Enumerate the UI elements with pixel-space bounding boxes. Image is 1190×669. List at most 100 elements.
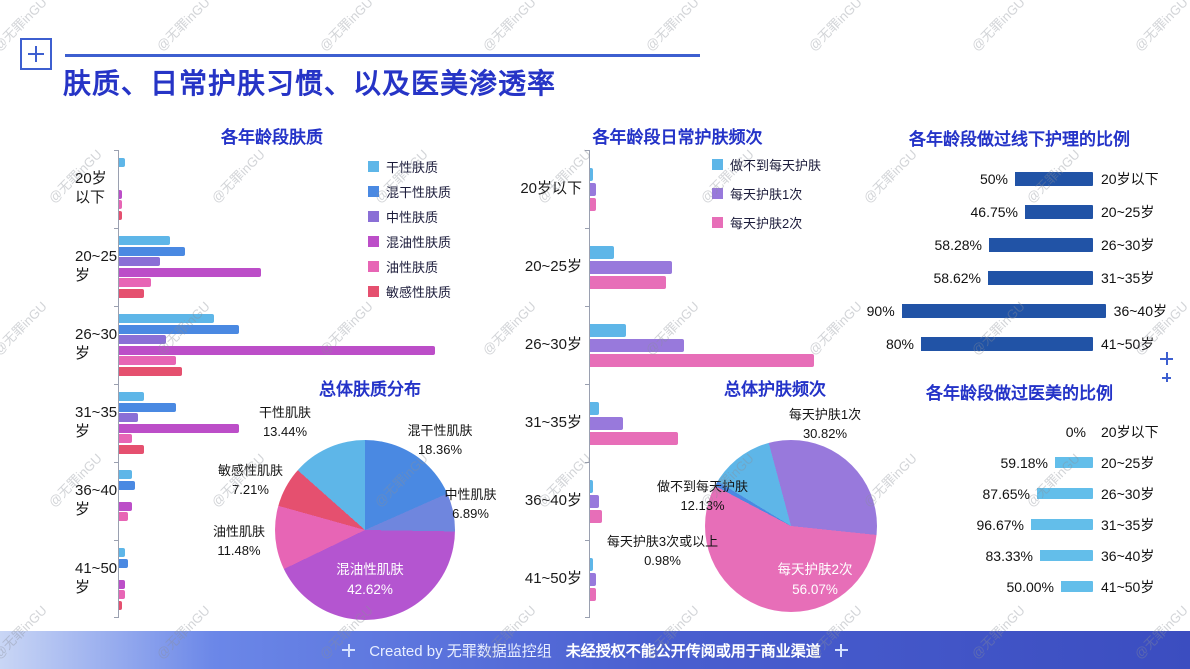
slice-pct: 7.21% <box>232 481 269 497</box>
legend-item: 每天护肤2次 <box>712 214 821 231</box>
bar-group <box>114 462 482 540</box>
watermark: @无罪inGU <box>0 298 50 358</box>
bar <box>1040 550 1093 561</box>
plus-icon <box>1162 373 1171 382</box>
bar-segment <box>590 338 684 352</box>
legend-label: 干性肤质 <box>386 159 439 175</box>
value-label: 83.33% <box>985 547 1033 564</box>
value-label: 96.67% <box>976 516 1024 533</box>
bar-segment <box>119 278 151 288</box>
legend-label: 每天护肤1次 <box>730 186 803 202</box>
legend-item: 混油性肤质 <box>368 233 451 250</box>
bar-segment <box>590 182 597 196</box>
legend-item: 油性肤质 <box>368 258 451 275</box>
bar-segment <box>590 557 594 571</box>
plus-icon <box>834 643 848 657</box>
watermark: @无罪inGU <box>968 0 1028 54</box>
legend-item: 混干性肤质 <box>368 183 452 200</box>
legend-swatch <box>368 210 379 222</box>
bar-group <box>585 228 850 306</box>
stat-row: 50.00% 41~50岁 <box>872 571 1167 602</box>
bar-group <box>114 306 482 384</box>
bar-segment <box>119 366 183 376</box>
bar <box>1061 581 1093 592</box>
bar-segment <box>590 431 678 445</box>
legend-label: 混干性肤质 <box>386 184 452 200</box>
bar-segment <box>119 257 161 267</box>
chart-skincare-frequency-by-age: 各年龄段日常护肤频次 20岁以下 20~25岁 26~30岁 31~35岁 36~40岁… <box>505 126 850 618</box>
axis-category-label: 20~25岁 <box>524 257 582 275</box>
slice-name: 每天护肤3次或以上 <box>606 534 719 549</box>
bar-group <box>114 384 482 462</box>
axis-category-label: 31~35岁 <box>75 404 118 440</box>
chart-skin-types-by-age: 各年龄段肤质 20岁以下 20~25岁 26~30岁 31~35岁 36~40岁 41~5… <box>62 126 482 618</box>
pie-label: 中性肌肤 6.89% <box>428 486 513 524</box>
bar-segment <box>119 314 214 324</box>
chart-title: 各年龄段日常护肤频次 <box>592 128 763 147</box>
age-label: 36~40岁 <box>1101 547 1155 564</box>
chart-title: 总体护肤频次 <box>724 380 826 399</box>
bar-group <box>585 384 850 462</box>
bar-segment <box>590 401 600 415</box>
bar-segment <box>119 236 170 246</box>
age-label: 36~40岁 <box>1113 302 1167 319</box>
slice-name: 干性肌肤 <box>258 405 311 420</box>
bar <box>901 303 1106 318</box>
pie-label: 敏感性肌肤 7.21% <box>208 462 293 500</box>
watermark: @无罪inGU <box>1186 450 1190 510</box>
legend: 做不到每天护肤 每天护肤1次 每天护肤2次 <box>712 156 821 243</box>
stat-row: 96.67% 31~35岁 <box>872 509 1167 540</box>
bar-segment <box>119 548 126 558</box>
chart-title: 各年龄段肤质 <box>221 128 323 147</box>
plus-icon <box>342 643 356 657</box>
slice-name: 每天护肤1次 <box>788 407 862 422</box>
bar-segment <box>590 167 594 181</box>
slice-pct: 18.36% <box>417 441 463 457</box>
stat-rows: 0% 20岁以下 59.18% 20~25岁 87.65% 26~30岁 96.67% 31~… <box>872 416 1167 602</box>
value-label: 90% <box>866 302 895 319</box>
stat-row: 90% 36~40岁 <box>867 294 1167 327</box>
bar-group <box>585 540 850 618</box>
watermark: @无罪inGU <box>479 0 539 54</box>
bar-segment <box>119 470 132 480</box>
bar-segment <box>119 246 186 256</box>
stat-row: 59.18% 20~25岁 <box>872 447 1167 478</box>
bar-segment <box>590 260 672 274</box>
chart-medical-aesthetics-by-age: 各年龄段做过医美的比例 0% 20岁以下 59.18% 20~25岁 87.65% 26~… <box>872 382 1167 602</box>
legend-item: 敏感性肤质 <box>368 283 451 300</box>
bar <box>1025 204 1093 219</box>
pie-label: 每天护肤2次 56.07% <box>750 560 880 599</box>
page-title: 肤质、日常护肤习惯、以及医美渗透率 <box>63 68 557 99</box>
title-rule <box>65 54 700 57</box>
bar-group <box>585 306 850 384</box>
slice-pct: 42.62% <box>347 581 393 597</box>
stat-rows: 50% 20岁以下 46.75% 20~25岁 58.28% 26~30岁 58.62% 31… <box>867 162 1167 360</box>
legend-swatch <box>368 260 379 272</box>
stat-row: 87.65% 26~30岁 <box>872 478 1167 509</box>
pie-chart <box>275 440 455 620</box>
chart-title: 各年龄段做过线下护理的比例 <box>909 130 1130 149</box>
bar-segment <box>590 494 600 508</box>
age-label: 31~35岁 <box>1101 516 1155 533</box>
bar-segment <box>119 210 123 220</box>
legend-label: 中性肤质 <box>386 209 439 225</box>
pie-label: 干性肌肤 13.44% <box>240 404 330 442</box>
axis-category-label: 41~50岁 <box>524 569 582 587</box>
side-decoration <box>1160 352 1173 382</box>
bar-segment <box>119 600 123 610</box>
age-label: 20~25岁 <box>1101 203 1155 220</box>
legend-swatch <box>712 158 723 170</box>
bar <box>989 237 1093 252</box>
pie-chart <box>705 440 877 612</box>
age-label: 20岁以下 <box>1101 423 1159 440</box>
axis-category-label: 20~25岁 <box>75 248 118 284</box>
axis-category-label: 36~40岁 <box>75 482 118 518</box>
bar-segment <box>119 579 126 589</box>
bar <box>921 336 1093 351</box>
bar-group <box>585 462 850 540</box>
bar-segment <box>119 590 126 600</box>
plus-icon <box>1160 352 1173 365</box>
slice-name: 敏感性肌肤 <box>217 463 283 478</box>
watermark: @无罪inGU <box>316 0 376 54</box>
legend-label: 每天护肤2次 <box>730 215 803 231</box>
